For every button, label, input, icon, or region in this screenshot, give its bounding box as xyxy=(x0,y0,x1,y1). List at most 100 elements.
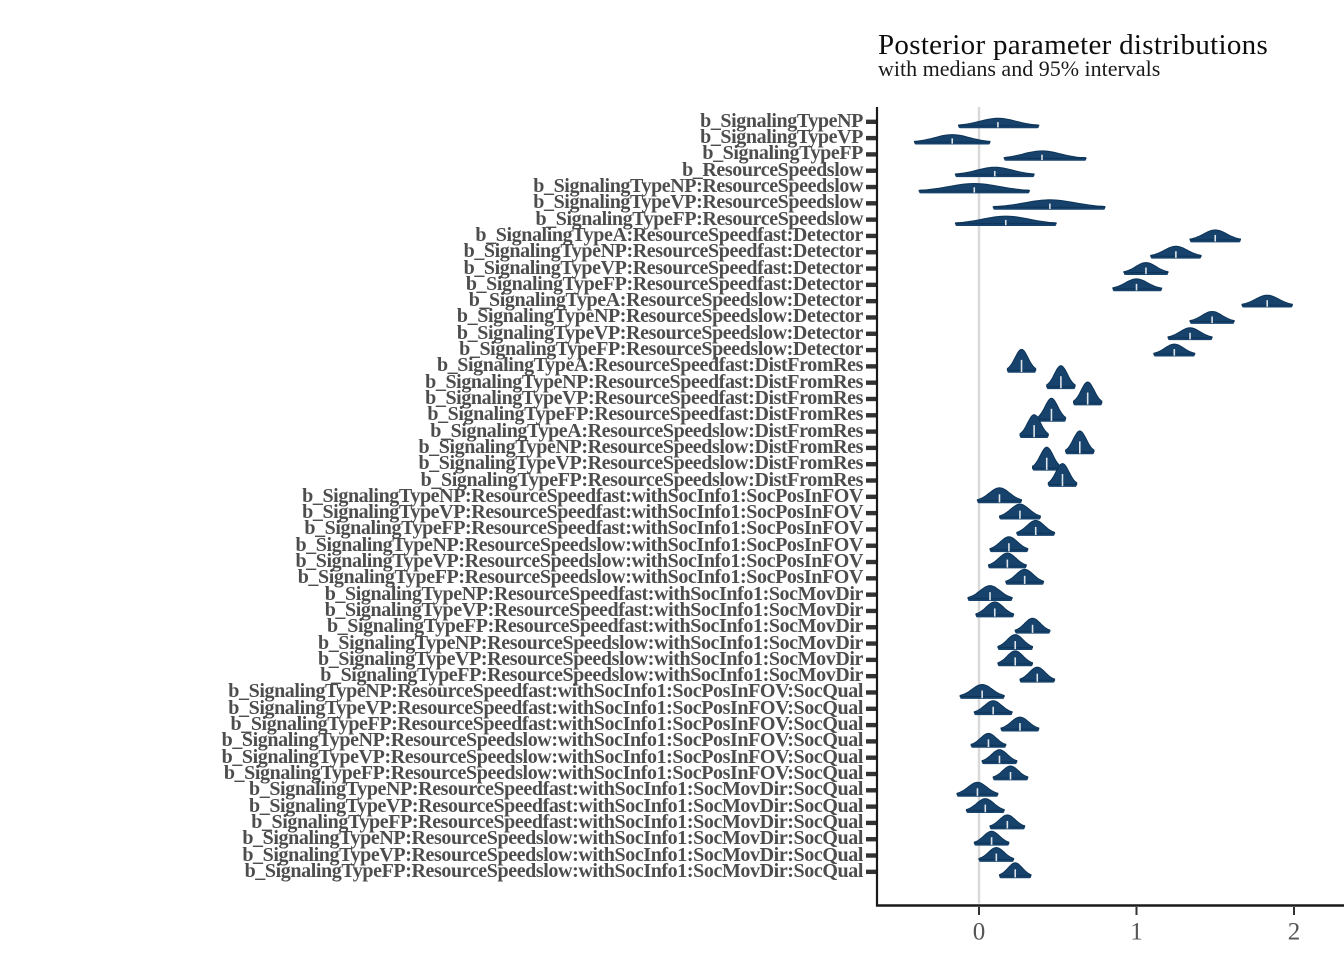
y-axis-tick xyxy=(866,152,876,157)
y-axis-tick xyxy=(866,331,876,336)
density-area xyxy=(976,487,1022,502)
y-axis-label: b_SignalingTypeVP:ResourceSpeedfast:with… xyxy=(249,794,863,817)
y-axis-tick xyxy=(866,184,876,190)
y-axis-label: b_SignalingTypeVP:ResourceSpeedslow:Dist… xyxy=(418,452,863,475)
y-axis-label: b_ResourceSpeedslow xyxy=(682,158,863,181)
density-area xyxy=(954,215,1057,225)
y-axis-label: b_SignalingTypeVP:ResourceSpeedslow:with… xyxy=(295,550,863,573)
y-axis-tick xyxy=(866,690,876,695)
y-axis-label: b_SignalingTypeFP:ResourceSpeedslow:Dete… xyxy=(459,338,863,361)
y-axis-tick xyxy=(866,706,876,711)
y-axis-label: b_SignalingTypeFP:ResourceSpeedslow xyxy=(535,207,863,230)
y-axis-tick xyxy=(866,820,876,826)
y-axis-label: b_SignalingTypeNP:ResourceSpeedslow:with… xyxy=(242,827,863,850)
y-axis-tick xyxy=(866,592,876,597)
density-area xyxy=(973,830,1010,844)
y-axis-label: b_SignalingTypeNP:ResourceSpeedslow:Dete… xyxy=(456,305,863,328)
chart-subtitle: with medians and 95% intervals xyxy=(878,56,1161,81)
y-axis-tick xyxy=(866,804,876,809)
y-axis-tick xyxy=(866,266,876,271)
y-axis-tick xyxy=(866,233,876,239)
y-axis-label: b_SignalingTypeFP:ResourceSpeedfast:Dist… xyxy=(427,403,863,426)
y-axis-label: b_SignalingTypeNP:ResourceSpeedslow:Dist… xyxy=(418,435,863,458)
density-area xyxy=(918,182,1030,192)
y-axis-tick xyxy=(866,853,876,858)
density-area xyxy=(978,846,1015,860)
y-axis-tick xyxy=(866,347,876,353)
y-axis-tick xyxy=(866,510,876,516)
y-axis-label: b_SignalingTypeVP:ResourceSpeedfast:with… xyxy=(324,598,864,621)
y-axis-label: b_SignalingTypeNP:ResourceSpeedslow:with… xyxy=(318,631,863,654)
y-axis-label: b_SignalingTypeFP:ResourceSpeedfast:with… xyxy=(251,810,863,833)
x-tick-label: 2 xyxy=(1288,919,1301,946)
density-area xyxy=(999,862,1032,877)
y-axis-label: b_SignalingTypeVP:ResourceSpeedslow:with… xyxy=(242,843,863,866)
y-axis-tick xyxy=(866,135,876,141)
y-axis-label: b_SignalingTypeVP xyxy=(700,126,863,149)
y-axis-tick xyxy=(866,837,876,842)
y-axis-tick xyxy=(866,788,876,793)
x-tick-label: 1 xyxy=(1130,919,1143,946)
y-axis-tick xyxy=(866,641,876,646)
density-area xyxy=(1150,245,1202,257)
y-axis-tick xyxy=(866,771,876,777)
y-axis-label: b_SignalingTypeNP:ResourceSpeedfast:with… xyxy=(302,484,863,507)
density-area xyxy=(1003,150,1087,159)
y-axis-tick xyxy=(866,413,876,418)
y-axis-label: b_SignalingTypeNP:ResourceSpeedfast:Dist… xyxy=(425,370,863,393)
y-axis-tick xyxy=(866,478,876,483)
y-axis-tick xyxy=(866,543,876,548)
y-axis-label: b_SignalingTypeVP:ResourceSpeedfast:Dist… xyxy=(425,386,863,409)
y-axis-label: b_SignalingTypeNP:ResourceSpeedslow:with… xyxy=(295,533,863,556)
density-area xyxy=(965,798,1005,812)
y-axis-tick xyxy=(866,673,876,679)
density-area xyxy=(989,814,1026,828)
y-axis-tick xyxy=(866,527,876,532)
y-axis-label: b_SignalingTypeFP:ResourceSpeedfast:with… xyxy=(230,713,864,736)
y-axis-tick xyxy=(866,201,876,206)
y-axis-label: b_SignalingTypeNP:ResourceSpeedslow xyxy=(533,175,863,198)
density-area xyxy=(1016,519,1056,534)
density-area xyxy=(956,781,999,795)
density-area xyxy=(1112,278,1163,290)
y-axis-tick xyxy=(866,315,876,320)
y-axis-label: b_SignalingTypeNP:ResourceSpeedfast:with… xyxy=(324,582,864,605)
density-area xyxy=(988,552,1027,567)
density-area xyxy=(975,601,1015,616)
y-axis-tick xyxy=(866,869,876,875)
y-axis-tick xyxy=(866,494,876,500)
y-axis-label: b_SignalingTypeA:ResourceSpeedslow:Detec… xyxy=(468,289,864,312)
y-axis-tick xyxy=(866,462,876,467)
y-axis-tick xyxy=(866,625,876,630)
y-axis-tick xyxy=(866,576,876,581)
x-tick-label: 0 xyxy=(973,919,986,946)
y-axis-label: b_SignalingTypeVP:ResourceSpeedslow:with… xyxy=(221,745,864,768)
y-axis-label: b_SignalingTypeNP xyxy=(700,109,863,132)
y-axis-label: b_SignalingTypeNP:ResourceSpeedfast:with… xyxy=(249,778,863,801)
y-axis-tick xyxy=(866,168,876,173)
y-axis-label: b_SignalingTypeVP:ResourceSpeedslow xyxy=(533,191,863,214)
y-axis-label: b_SignalingTypeFP xyxy=(702,142,863,165)
density-area xyxy=(913,134,991,143)
chart-title: Posterior parameter distributions xyxy=(878,29,1269,62)
y-axis-label: b_SignalingTypeFP:ResourceSpeedslow:Dist… xyxy=(420,468,864,491)
density-area xyxy=(992,199,1106,208)
y-axis-label: b_SignalingTypeVP:ResourceSpeedfast:Dete… xyxy=(463,256,864,279)
y-axis-tick xyxy=(866,445,876,451)
y-axis-tick xyxy=(866,119,876,124)
density-area xyxy=(1005,568,1045,583)
y-axis-label: b_SignalingTypeVP:ResourceSpeedfast:with… xyxy=(302,501,863,524)
y-axis-tick xyxy=(866,739,876,744)
y-axis-tick xyxy=(866,755,876,760)
y-axis-tick xyxy=(866,429,876,434)
y-axis-label: b_SignalingTypeFP:ResourceSpeedslow:with… xyxy=(223,762,864,784)
y-axis-label: b_SignalingTypeA:ResourceSpeedfast:Detec… xyxy=(475,223,863,246)
y-axis-label: b_SignalingTypeVP:ResourceSpeedslow:Dete… xyxy=(456,321,863,344)
density-area xyxy=(1047,462,1078,485)
y-axis-tick xyxy=(866,298,876,304)
y-axis-label: b_SignalingTypeNP:ResourceSpeedfast:with… xyxy=(228,680,863,703)
density-area xyxy=(1189,229,1241,241)
y-axis-label: b_SignalingTypeVP:ResourceSpeedslow:with… xyxy=(318,647,863,670)
y-axis-label: b_SignalingTypeA:ResourceSpeedslow:DistF… xyxy=(430,419,863,442)
